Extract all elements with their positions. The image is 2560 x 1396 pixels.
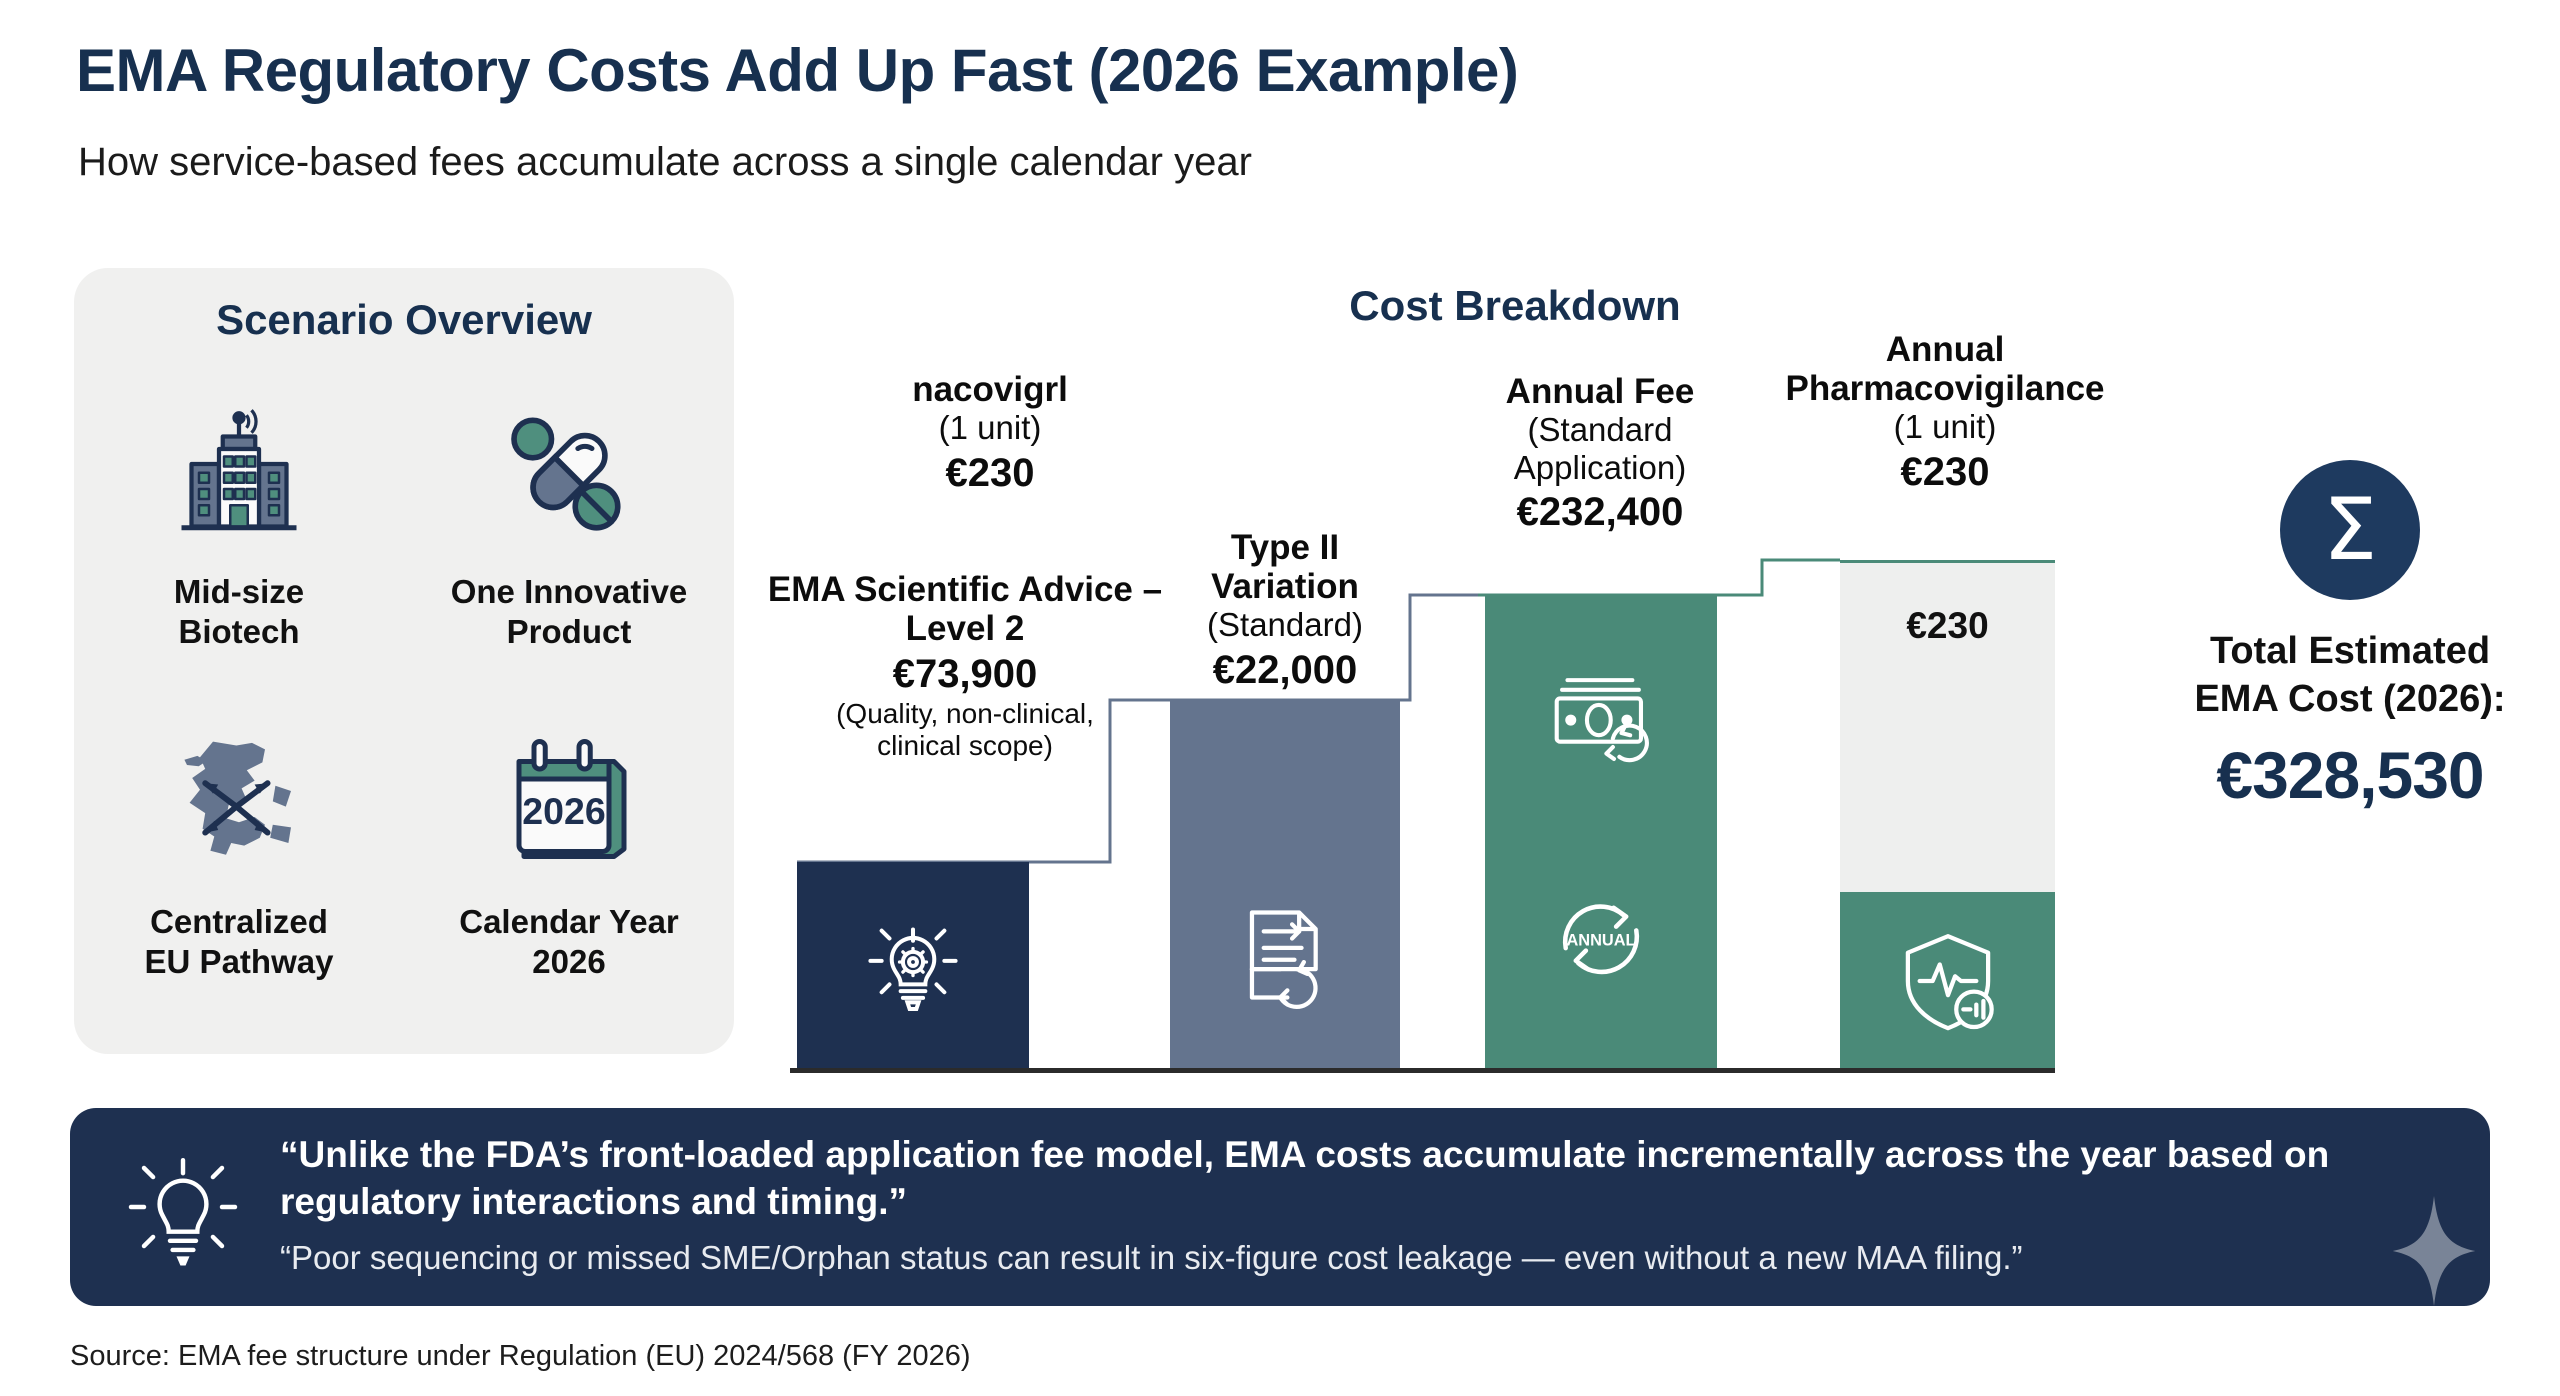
scenario-label-pathway: Centralized EU Pathway — [144, 903, 334, 981]
bar-sub: (Standard Application) — [1513, 411, 1687, 486]
top-note-amount: €230 — [945, 450, 1035, 495]
source-note: Source: EMA fee structure under Regulati… — [70, 1340, 971, 1372]
scenario-item-pathway: Centralized EU Pathway — [74, 706, 404, 1036]
bar-label-top-note: nacovigrl (1 unit) €230 — [830, 370, 1150, 497]
bar-amount: €230 — [1900, 449, 1990, 494]
bar-label-annual-fee: Annual Fee (Standard Application) €232,4… — [1440, 372, 1760, 536]
annual-cycle-icon: ANNUAL — [1538, 875, 1664, 1006]
document-transfer-icon — [1226, 896, 1344, 1019]
bar-name: EMA Scientific Advice – Level 2 — [767, 570, 1163, 649]
bar-amount: €73,900 — [892, 652, 1038, 697]
bar-sub: (Standard) — [1207, 606, 1363, 644]
total-cost-value: €328,530 — [2216, 738, 2484, 812]
bar-name: Type II Variation — [1211, 528, 1359, 607]
insight-quote-sub: “Poor sequencing or missed SME/Orphan st… — [280, 1239, 2023, 1276]
shield-pulse-icon — [1887, 922, 2009, 1045]
bar-inline-amount-pharmacovigilance: €230 — [1906, 605, 1989, 646]
calendar-2026-icon: 2026 — [484, 720, 654, 888]
lightbulb-idea-icon — [118, 1142, 248, 1272]
scenario-label-biotech: Mid-size Biotech — [173, 573, 305, 651]
scenario-label-calendar: Calendar Year 2026 — [459, 903, 679, 981]
bar-annual-fee: ANNUAL — [1485, 595, 1717, 1068]
bar-amount: €22,000 — [1212, 647, 1358, 692]
scenario-item-calendar: 2026 Calendar Year 2026 — [404, 706, 734, 1036]
sparkle-decoration-icon — [2392, 1196, 2476, 1306]
bar-name: Annual Pharmacovigilance — [1785, 330, 2105, 409]
scenario-overview-panel: Scenario Overview — [74, 268, 734, 1054]
bar-amount: €232,400 — [1516, 490, 1684, 535]
scenario-panel-title: Scenario Overview — [216, 296, 592, 343]
bar-name: Annual Fee — [1505, 372, 1695, 411]
lightbulb-gear-icon — [857, 906, 969, 1023]
page-title: EMA Regulatory Costs Add Up Fast (2026 E… — [76, 37, 1519, 104]
scenario-grid: Mid-size Biotech — [74, 376, 734, 1036]
bar-sub: (1 unit) — [1893, 408, 1997, 446]
total-cost-label: Total Estimated EMA Cost (2026): — [2194, 630, 2506, 720]
bar-type-ii-variation — [1170, 700, 1400, 1068]
annual-cycle-label: ANNUAL — [1566, 932, 1635, 950]
top-note-sub: (1 unit) — [938, 409, 1042, 447]
bar-scope: (Quality, non-clinical, clinical scope) — [836, 698, 1094, 762]
bar-ema-scientific-advice — [797, 862, 1029, 1068]
office-building-icon — [154, 390, 324, 558]
europe-map-icon — [154, 720, 324, 888]
scenario-label-product: One Innovative Product — [450, 573, 688, 651]
sigma-glyph: Σ — [2322, 480, 2378, 580]
insight-banner: “Unlike the FDA’s front-loaded applicati… — [70, 1108, 2490, 1306]
sigma-sum-icon: Σ — [2280, 460, 2420, 600]
bar-label-annual-pharmacovigilance: Annual Pharmacovigilance (1 unit) €230 — [1700, 330, 2190, 496]
pill-capsule-icon — [484, 390, 654, 558]
bar-label-type-ii-variation: Type II Variation (Standard) €22,000 — [1145, 528, 1425, 694]
bar-label-ema-scientific-advice: EMA Scientific Advice – Level 2 €73,900 … — [760, 570, 1170, 762]
insight-quote-main: “Unlike the FDA’s front-loaded applicati… — [280, 1134, 2330, 1222]
total-cost-block: Σ Total Estimated EMA Cost (2026): €328,… — [2140, 460, 2560, 813]
bar-annual-pharmacovigilance — [1840, 892, 2055, 1068]
top-note-name: nacovigrl — [912, 370, 1068, 409]
chart-baseline-axis — [790, 1068, 2055, 1073]
banknote-recurring-icon — [1541, 665, 1661, 778]
scenario-item-product: One Innovative Product — [404, 376, 734, 706]
chart-title: Cost Breakdown — [1349, 282, 1681, 329]
page-subtitle: How service-based fees accumulate across… — [78, 140, 1252, 184]
scenario-item-biotech: Mid-size Biotech — [74, 376, 404, 706]
calendar-year-text: 2026 — [522, 790, 605, 832]
